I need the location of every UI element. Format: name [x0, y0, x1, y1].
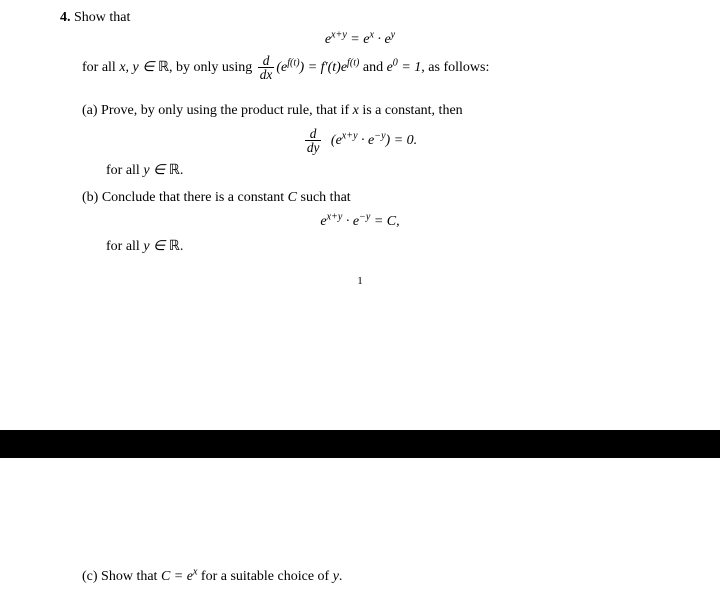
- part-a-text2: is a constant, then: [359, 103, 463, 118]
- part-a-frac: ddy: [305, 127, 322, 155]
- problem-number: 4.: [60, 10, 71, 25]
- premise-line: for all x, y ∈ ℝ, by only using ddx(ef(t…: [82, 54, 660, 82]
- main-equation: ex+y = ex · ey: [60, 32, 660, 48]
- separator-bar: [0, 430, 720, 458]
- frac-den: dx: [258, 68, 275, 81]
- pa-forall-tail: .: [180, 163, 184, 178]
- pa-frac-den: dy: [305, 141, 322, 154]
- pa-forall: for all: [106, 163, 143, 178]
- problem-title: Show that: [74, 10, 130, 25]
- part-b-eq: ex+y · e−y = C,: [320, 214, 399, 229]
- part-a-label: (a): [82, 103, 98, 118]
- part-b-const: C: [288, 190, 297, 205]
- part-a-forall: for all y ∈ ℝ.: [106, 160, 660, 181]
- part-c-text2: for a suitable choice of: [197, 569, 332, 584]
- part-a-eq-body: (ex+y · e−y) = 0.: [331, 133, 417, 148]
- part-b-equation: ex+y · e−y = C,: [60, 214, 660, 230]
- premise-e0: e0 = 1: [387, 60, 422, 75]
- pa-forall-var: y ∈: [143, 163, 168, 178]
- part-b-forall: for all y ∈ ℝ.: [106, 236, 660, 257]
- premise-vars: x, y ∈: [119, 60, 158, 75]
- premise-and: and: [359, 60, 386, 75]
- problem-header: 4. Show that: [60, 10, 660, 26]
- part-a-line: (a) Prove, by only using the product rul…: [82, 100, 660, 121]
- deriv-frac: ddx: [258, 54, 275, 82]
- part-b-label: (b): [82, 190, 98, 205]
- pa-frac-num: d: [305, 127, 322, 141]
- part-c-label: (c): [82, 569, 98, 584]
- premise-eq: (ef(t)) = f′(t)ef(t): [276, 60, 359, 75]
- premise-tail: , as follows:: [421, 60, 489, 75]
- part-c-eq: C = ex: [161, 569, 197, 584]
- frac-num: d: [258, 54, 275, 68]
- premise-prefix: for all: [82, 60, 119, 75]
- part-c-line: (c) Show that C = ex for a suitable choi…: [82, 566, 660, 587]
- pb-forall-var: y ∈: [143, 239, 168, 254]
- part-b-text: Conclude that there is a constant: [102, 190, 288, 205]
- part-b-text2: such that: [297, 190, 351, 205]
- set-R-3: ℝ: [169, 239, 180, 254]
- part-a-equation: ddy (ex+y · e−y) = 0.: [60, 127, 660, 155]
- part-c-text: Show that: [101, 569, 161, 584]
- pb-forall-tail: .: [180, 239, 184, 254]
- part-c-tail: .: [339, 569, 343, 584]
- page-number: 1: [60, 275, 660, 287]
- part-a-text: Prove, by only using the product rule, t…: [101, 103, 353, 118]
- set-R-2: ℝ: [169, 163, 180, 178]
- premise-mid: , by only using: [169, 60, 256, 75]
- set-R-1: ℝ: [158, 60, 169, 75]
- part-b-line: (b) Conclude that there is a constant C …: [82, 187, 660, 208]
- pb-forall: for all: [106, 239, 143, 254]
